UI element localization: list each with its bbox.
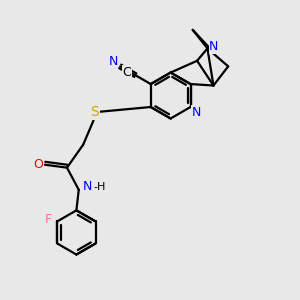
Text: N: N xyxy=(108,56,118,68)
Text: S: S xyxy=(91,105,99,119)
Text: F: F xyxy=(44,213,51,226)
Text: N: N xyxy=(82,180,92,193)
Text: -H: -H xyxy=(94,182,106,192)
Text: N: N xyxy=(209,40,219,53)
Text: C: C xyxy=(122,66,131,79)
Text: O: O xyxy=(34,158,43,171)
Text: N: N xyxy=(192,106,201,119)
